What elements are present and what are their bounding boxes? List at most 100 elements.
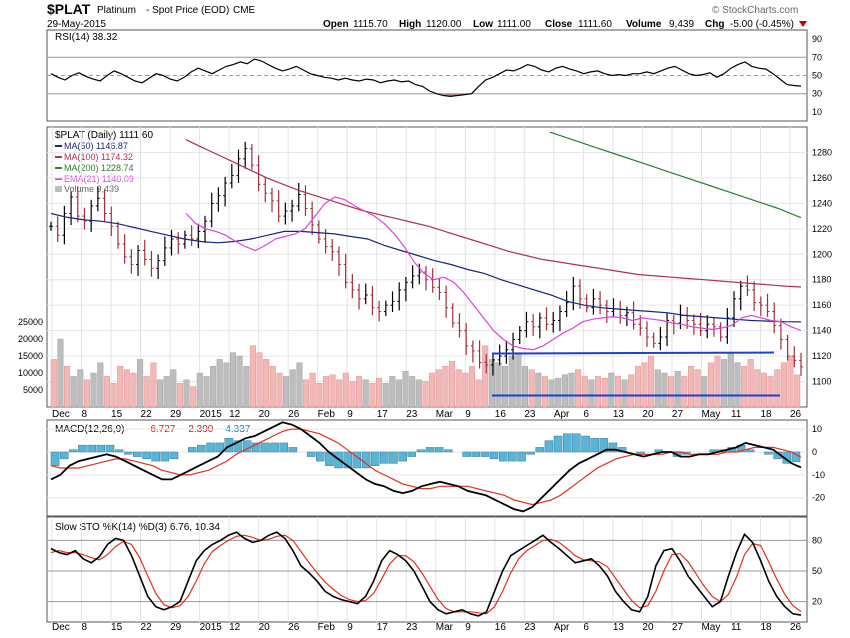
x-tick-label: 6 xyxy=(583,409,589,420)
price-overlay-line xyxy=(185,139,802,288)
macd-histogram-bar xyxy=(96,444,105,453)
macd-histogram-bar xyxy=(251,442,261,453)
macd-histogram-bar xyxy=(306,451,316,457)
macd-histogram-bar xyxy=(434,447,444,453)
overlays-layer xyxy=(50,131,802,397)
x-tick-label: 20 xyxy=(642,622,654,633)
x-tick-label: 22 xyxy=(141,409,153,420)
macd-histogram-bar xyxy=(160,451,170,462)
macd-histogram-bar xyxy=(590,438,599,453)
volume-bar xyxy=(369,383,376,408)
macd-histogram-bar xyxy=(553,435,563,453)
volume-bar xyxy=(50,359,57,408)
axes-layer: DecDec8815152222292920152015121220202626… xyxy=(18,34,832,633)
volume-bar xyxy=(727,352,734,408)
volume-bar xyxy=(794,374,801,408)
x-tick-label: 17 xyxy=(377,622,389,633)
volume-layer xyxy=(50,338,801,408)
x-tick-label: 20 xyxy=(259,622,271,633)
macd-histogram-bar xyxy=(563,433,572,453)
volume-bar xyxy=(137,359,144,408)
high-label: High xyxy=(399,19,421,30)
volume-bar xyxy=(210,366,217,408)
low-value: 1111.00 xyxy=(497,19,531,30)
x-tick-label: 13 xyxy=(613,622,625,633)
close-value: 1111.60 xyxy=(578,19,612,30)
volume-bar xyxy=(707,362,714,408)
macd-histogram-bar xyxy=(508,451,517,462)
price-overlay-line xyxy=(549,131,802,219)
volume-bar xyxy=(588,379,595,408)
macd-signal-line xyxy=(50,428,802,506)
stochastic-title: Slow STO %K(14) %D(3) 6.76, 10.34 xyxy=(55,522,220,533)
volume-bar xyxy=(721,359,728,408)
macd-histogram-bar xyxy=(69,449,78,453)
x-tick-label: 23 xyxy=(524,409,536,420)
volume-bar xyxy=(422,381,429,408)
x-tick-label: 11 xyxy=(731,409,742,420)
macd-histogram-bar xyxy=(398,451,407,462)
rsi-y-tick: 10 xyxy=(812,107,822,117)
copyright-text: © StockCharts.com xyxy=(712,5,798,16)
down-arrow-icon xyxy=(799,21,807,27)
x-tick-label: 20 xyxy=(259,409,271,420)
rsi-y-tick: 70 xyxy=(812,52,822,62)
rsi-layer xyxy=(47,56,807,98)
macd-histogram-bar xyxy=(444,449,453,453)
volume-bar xyxy=(522,366,529,408)
close-label: Close xyxy=(545,19,573,30)
x-tick-label: 18 xyxy=(760,409,772,420)
volume-bar xyxy=(123,369,130,408)
macd-histogram-bar xyxy=(407,451,417,457)
volume-bar xyxy=(482,345,489,408)
volume-bar xyxy=(183,379,190,408)
x-tick-label: 27 xyxy=(672,409,684,420)
x-tick-label: Mar xyxy=(436,622,454,633)
macd-layer xyxy=(50,421,802,513)
x-tick-label: 11 xyxy=(731,622,742,633)
price-overlay-line xyxy=(185,196,802,351)
x-tick-label: Feb xyxy=(318,622,336,633)
volume-bar xyxy=(435,369,442,408)
volume-bar xyxy=(449,360,456,408)
x-tick-label: Dec xyxy=(52,622,70,633)
volume-bar xyxy=(389,376,396,408)
x-tick-label: 26 xyxy=(790,409,802,420)
macd-histogram-bar xyxy=(526,451,535,455)
macd-histogram-bar xyxy=(370,451,380,466)
macd-histogram-bar xyxy=(608,442,618,453)
volume-bar xyxy=(376,377,383,408)
volume-bar xyxy=(568,372,575,408)
rsi-title: RSI(14) 38.32 xyxy=(55,32,118,43)
volume-bar xyxy=(634,366,641,408)
volume-bar xyxy=(608,372,615,408)
volume-bar xyxy=(97,362,104,408)
volume-bar xyxy=(269,366,276,408)
volume-bar xyxy=(329,374,336,408)
legend-volume: Volume 9,439 xyxy=(64,184,119,194)
sto-y-tick: 20 xyxy=(812,597,822,607)
price-y-tick: 1140 xyxy=(812,326,831,336)
volume-bar xyxy=(263,359,270,408)
volume-bar xyxy=(767,376,774,408)
macd-histogram-bar xyxy=(78,444,87,453)
rsi-y-tick: 50 xyxy=(812,71,822,81)
macd-histogram-bar xyxy=(279,442,289,453)
volume-bar xyxy=(64,366,71,408)
volume-bar xyxy=(249,345,256,408)
volume-y-tick: 10000 xyxy=(18,368,43,378)
volume-bar xyxy=(761,372,768,408)
volume-bar xyxy=(528,369,535,408)
macd-histogram-bar xyxy=(197,444,206,453)
macd-histogram-bar xyxy=(745,449,755,453)
volume-bar xyxy=(156,379,163,408)
x-tick-label: 20 xyxy=(642,409,654,420)
volume-y-tick: 15000 xyxy=(18,351,43,361)
volume-bar xyxy=(70,376,77,408)
x-tick-label: Apr xyxy=(554,622,570,633)
volume-bar xyxy=(508,355,515,408)
macd-histogram-bar xyxy=(535,447,545,453)
price-y-tick: 1280 xyxy=(812,147,832,157)
legend-ema21: EMA(21) 1140.09 xyxy=(64,174,134,184)
